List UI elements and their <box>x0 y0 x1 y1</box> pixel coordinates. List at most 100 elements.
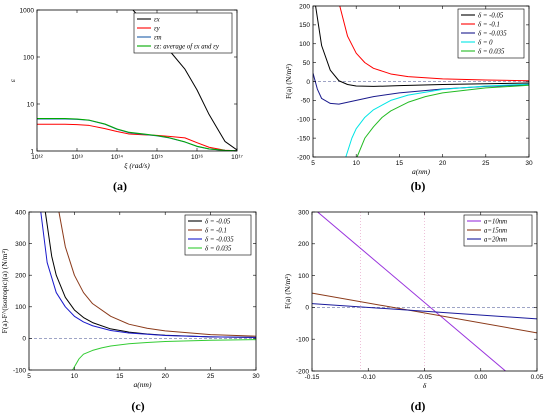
chart-panel-c: 5 10 15 20 25 30 -100 0 100 200 300 400 a(nm) F(a)-F^… <box>0 209 260 413</box>
y-tick-label: 400 <box>15 209 26 216</box>
series-line-δ=-0.1 <box>58 212 256 337</box>
y-tick-label: 100 <box>298 273 309 280</box>
legend: δ = -0.05 δ = -0.1 δ = -0.035 δ = 0 δ = 0.03… <box>457 8 525 59</box>
legend-label: εx <box>154 16 160 23</box>
y-tick-label: -100 <box>13 367 26 374</box>
x-tick-label: 30 <box>525 160 533 167</box>
series-line-a=20nm <box>312 303 537 320</box>
series-line-δ=-0.1 <box>339 6 529 82</box>
y-tick-label: 200 <box>15 273 26 280</box>
y-tick-label: 1 <box>30 148 34 155</box>
y-axis-label: F(a) (N/m²) <box>284 64 293 99</box>
x-axis-label: a(nm) <box>412 167 430 176</box>
y-tick-label: 300 <box>298 209 309 216</box>
legend-label: a=10nm <box>484 218 507 225</box>
legend-label: a=20nm <box>484 236 507 243</box>
legend-label: δ = 0 <box>478 39 493 46</box>
y-tick-label: 200 <box>299 3 310 10</box>
legend: a=10nm a=15nm a=20nm <box>463 214 533 247</box>
legend-label: δ = -0.1 <box>478 21 500 28</box>
x-tick-label: 25 <box>482 160 490 167</box>
y-tick-label: 150 <box>299 22 310 29</box>
legend-label: δ = -0.05 <box>205 218 231 225</box>
x-tick-label: 30 <box>252 373 260 380</box>
x-tick-label: 10¹⁶ <box>191 154 203 161</box>
panel-label: (c) <box>131 399 144 413</box>
y-tick-label: 0 <box>22 336 26 343</box>
panel-label: (b) <box>411 179 426 193</box>
plot-frame <box>28 211 257 371</box>
y-tick-label: 100 <box>23 54 34 61</box>
x-tick-label: -0.05 <box>417 374 432 381</box>
chart-panel-a: 10¹² 10¹³ 10¹⁴ 10¹⁵ 10¹⁶ 10¹⁷ 1 10 100 1000 ξ (rad… <box>8 7 244 193</box>
y-tick-label: 100 <box>299 41 310 48</box>
x-tick-label: 5 <box>27 373 31 380</box>
x-tick-label: 25 <box>207 373 215 380</box>
legend-label: εy <box>154 25 161 32</box>
y-tick-label: -100 <box>297 117 310 124</box>
x-tick-label: 15 <box>396 160 404 167</box>
legend-label: εm <box>154 34 162 41</box>
panel-label: (d) <box>411 399 426 413</box>
series-line-a=15nm <box>312 292 537 334</box>
x-tick-label: 10¹⁵ <box>151 154 163 161</box>
x-tick-label: 20 <box>162 373 170 380</box>
x-tick-label: 10 <box>353 160 361 167</box>
series-line-δ=-0.05 <box>315 6 529 87</box>
x-tick-label: 10¹⁷ <box>231 154 243 161</box>
y-tick-label: -200 <box>297 154 310 161</box>
y-tick-label: 0 <box>305 305 309 312</box>
legend: εx εy εm εz: average of εx and εy <box>133 12 233 54</box>
legend-label: δ = -0.035 <box>478 30 507 37</box>
legend-label: δ = -0.035 <box>205 236 234 243</box>
panel-label: (a) <box>113 179 127 193</box>
series-line-a=10nm <box>317 212 506 371</box>
chart-panel-b: 5 10 15 20 25 30 -200 -150 -100 -50 0 50 100 150 200 a(… <box>284 3 533 193</box>
x-tick-label: -0.10 <box>361 374 376 381</box>
x-tick-label: 10 <box>71 373 79 380</box>
plot-frame <box>36 9 238 152</box>
x-axis-label: ξ (rad/s) <box>124 161 150 170</box>
x-tick-label: 10¹² <box>31 154 43 161</box>
y-tick-label: 1000 <box>20 7 35 14</box>
legend-label: a=15nm <box>484 227 507 234</box>
x-tick-label: 10¹³ <box>71 154 83 161</box>
series-group <box>313 6 529 157</box>
x-axis-label: δ <box>423 381 427 390</box>
x-tick-label: 15 <box>116 373 124 380</box>
y-tick-label: 300 <box>15 241 26 248</box>
y-axis-label: F(a)-F^(isotropic)(a) (N/m²) <box>0 248 9 333</box>
series-line-δ=0.035 <box>72 339 256 370</box>
legend-label: δ = -0.1 <box>205 227 227 234</box>
y-tick-label: 200 <box>298 241 309 248</box>
legend-label: δ = -0.05 <box>478 12 504 19</box>
y-tick-label: -150 <box>297 135 310 142</box>
y-tick-label: -50 <box>301 98 311 105</box>
y-axis-label: ε <box>8 79 17 82</box>
legend-label: εz: average of εx and εy <box>154 43 220 50</box>
y-tick-label: 0 <box>306 79 310 86</box>
series-line-ε_z <box>37 118 237 151</box>
x-tick-label: -0.15 <box>305 374 320 381</box>
y-axis-label: F(a) (N/m²) <box>283 274 292 309</box>
y-tick-label: -200 <box>296 368 309 375</box>
y-tick-label: 10 <box>27 101 35 108</box>
x-tick-label: 0.00 <box>474 374 487 381</box>
x-tick-label: 10¹⁴ <box>111 154 123 161</box>
legend: δ = -0.05 δ = -0.1 δ = -0.035 δ = 0.035 <box>184 214 252 256</box>
x-tick-label: 0.05 <box>531 374 544 381</box>
y-tick-label: -100 <box>296 337 309 344</box>
chart-panel-d: -0.15 -0.10 -0.05 0.00 0.05 -200 -100 0 100 200 30… <box>283 209 544 413</box>
series-group <box>40 212 256 370</box>
series-line-δ=0 <box>345 83 529 157</box>
series-line-δ=-0.035 <box>40 212 256 338</box>
y-tick-label: 50 <box>303 60 311 67</box>
x-axis-label: a(nm) <box>134 380 152 389</box>
series-group <box>312 212 537 371</box>
series-line-δ=0.035 <box>356 84 529 157</box>
legend-label: δ = 0.035 <box>478 48 505 55</box>
series-line-ε_y <box>37 123 237 151</box>
x-tick-label: 5 <box>311 160 315 167</box>
y-tick-label: 100 <box>15 304 26 311</box>
